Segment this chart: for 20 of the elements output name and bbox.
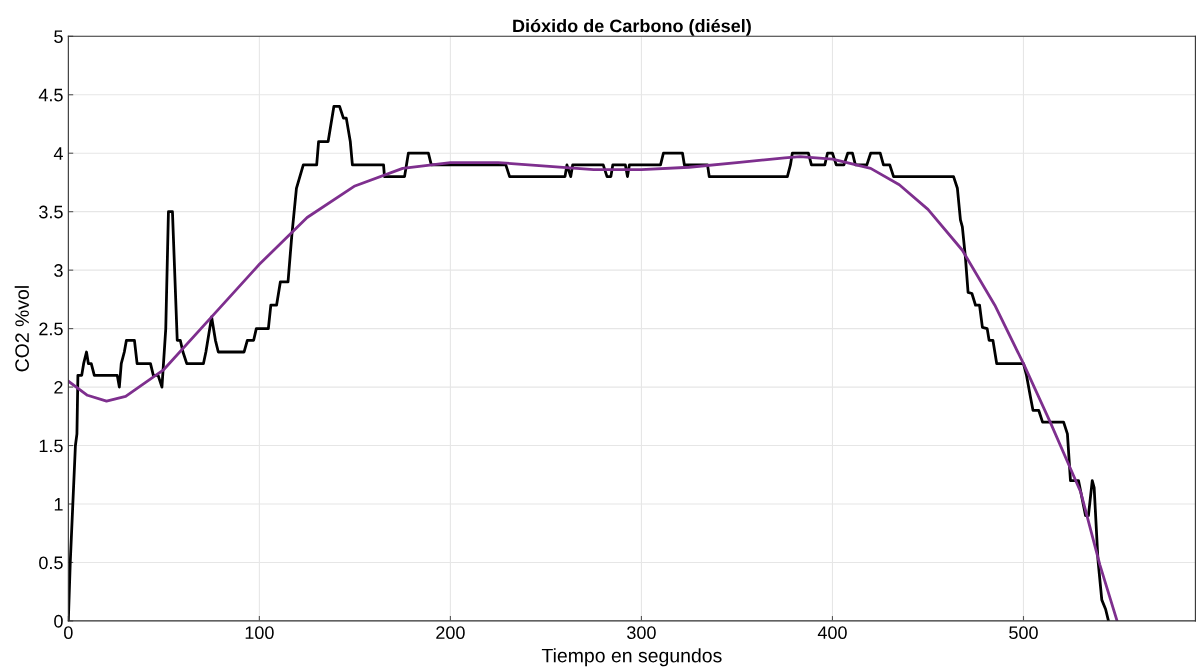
x-axis-title: Tiempo en segundos: [541, 648, 722, 667]
y-tick-label: 3: [54, 264, 63, 277]
y-tick-label: 1: [54, 498, 63, 511]
y-tick-label: 4: [53, 147, 63, 160]
y-tick-label: 5: [54, 30, 63, 44]
y-axis-title: CO2 %vol: [14, 286, 29, 372]
y-tick-label: 4.5: [38, 88, 63, 102]
y-tick-label: 3.5: [39, 205, 63, 219]
x-tick-label: 300: [627, 626, 656, 640]
x-tick-label: 200: [436, 626, 465, 640]
y-tick-label: 1.5: [39, 439, 63, 453]
x-tick-label: 100: [245, 626, 274, 640]
x-tick-label: 500: [1009, 626, 1038, 640]
x-tick-label: 0: [64, 626, 73, 640]
x-tick-label: 400: [817, 626, 847, 640]
y-tick-label: 0.5: [39, 556, 63, 570]
y-tick-label: 2: [54, 381, 63, 394]
y-tick-label: 0: [54, 614, 63, 628]
y-tick-label: 2.5: [39, 322, 63, 336]
chart-title: Dióxido de Carbono (diésel): [513, 18, 751, 36]
